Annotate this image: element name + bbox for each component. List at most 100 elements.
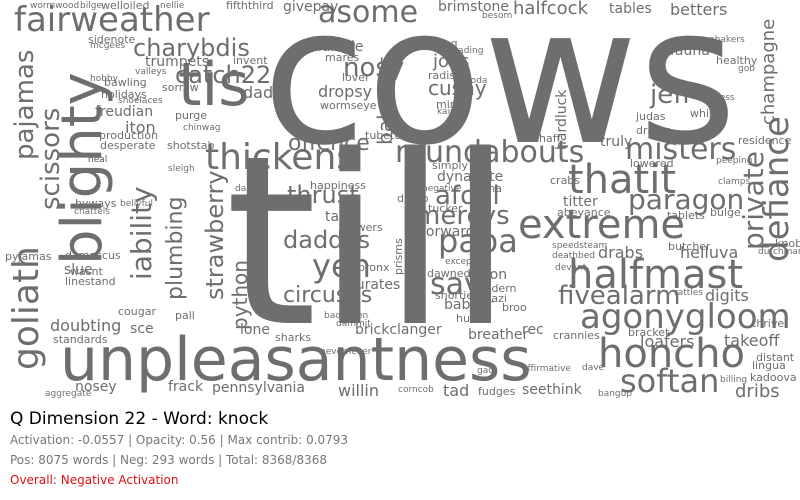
cloud-word: hobby	[90, 74, 118, 84]
cloud-word: speedsteam	[552, 241, 608, 251]
cloud-word: mares	[325, 51, 360, 64]
cloud-word: truly	[600, 134, 633, 150]
cloud-word: bulge	[710, 206, 741, 219]
cloud-word: happiness	[310, 179, 366, 192]
cloud-word: dutchman	[758, 247, 800, 257]
cloud-word: khazi	[478, 292, 507, 305]
cloud-word: shotstab	[167, 139, 215, 152]
cloud-word: till	[225, 106, 514, 379]
cloud-word: tad	[443, 381, 470, 400]
cloud-word: shoelaces	[118, 96, 163, 106]
cloud-word: besom	[482, 11, 513, 21]
cloud-word: aggregate	[45, 389, 92, 399]
cloud-word: minerva	[240, 192, 286, 205]
cloud-word: brickclanger	[355, 322, 442, 338]
cloud-word: excepted	[445, 257, 487, 267]
cloud-word: lover	[342, 71, 370, 84]
cloud-word: heal	[88, 155, 108, 165]
cloud-word: butcher	[668, 240, 711, 253]
cloud-word: python	[228, 260, 252, 330]
cloud-word: damp	[397, 192, 429, 205]
cloud-word: bracket	[628, 326, 670, 339]
cloud-word: circuses	[283, 283, 373, 308]
cloud-word: fairweather	[14, 0, 210, 40]
cloud-word: sidenote	[88, 33, 136, 46]
cloud-word: catch22	[175, 61, 272, 89]
cloud-word: thrust	[287, 181, 359, 209]
cloud-word: distant	[756, 351, 795, 364]
cloud-word: breather	[468, 327, 529, 343]
cloud-word: halfcock	[513, 0, 589, 19]
cloud-word: sorrow	[162, 81, 199, 94]
cloud-word: dawned	[427, 267, 471, 280]
cloud-word: dynamite	[437, 169, 504, 185]
cloud-word: champagne	[758, 18, 779, 125]
cloud-word: judas	[636, 110, 666, 123]
overall-activation: Overall: Negative Activation	[10, 473, 179, 487]
cloud-word: kadoova	[750, 371, 797, 384]
cloud-word: production	[99, 129, 159, 142]
info-panel: Q Dimension 22 - Word: knock Activation:…	[10, 408, 790, 490]
cloud-word: rattles	[674, 288, 703, 298]
cloud-word: daddys	[283, 226, 371, 254]
cloud-word: drabs	[598, 243, 644, 262]
cloud-word: knob	[775, 237, 800, 250]
cloud-word: bronx	[358, 261, 390, 274]
cloud-word: residence	[738, 134, 792, 147]
word-cloud: cows till unpleasantness blighty fairweather…	[5, 0, 800, 401]
cloud-word: fivealarm	[558, 281, 681, 311]
cloud-word: paragon	[628, 183, 745, 216]
cloud-word: holidays	[101, 88, 147, 101]
cloud-word: nosey	[75, 379, 117, 395]
cloud-word: freudian	[95, 104, 154, 120]
cloud-word: pennsylvania	[212, 380, 305, 396]
cloud-word: roundabouts	[395, 135, 585, 170]
cloud-word: broo	[502, 301, 527, 314]
cloud-word: union	[468, 267, 508, 283]
cloud-word: pyjamas	[5, 250, 52, 263]
cloud-word: agonygloom	[580, 297, 791, 337]
cloud-word: linestand	[65, 275, 116, 288]
cloud-word: sharks	[275, 331, 312, 344]
cloud-word: seethink	[522, 382, 582, 398]
cloud-word: honcho	[598, 331, 745, 377]
cloud-word: shorties	[435, 289, 479, 302]
cloud-word: purge	[175, 109, 208, 122]
cloud-word: welloiled	[101, 0, 150, 12]
cloud-word: byways	[75, 197, 117, 210]
cloud-word: rec	[522, 322, 544, 338]
cloud-word: fudges	[478, 385, 516, 398]
cloud-word: prisms	[392, 238, 405, 275]
cloud-word: cows	[262, 0, 738, 187]
cloud-word: titter	[563, 194, 598, 210]
cloud-word: takeoff	[724, 331, 780, 350]
cloud-word: extreme	[518, 202, 686, 248]
cloud-word: tubetubes	[365, 129, 421, 142]
word-counts: Pos: 8075 words | Neg: 293 words | Total…	[10, 453, 328, 467]
cloud-word: dave	[582, 363, 605, 373]
cloud-word: drama	[636, 124, 672, 137]
cloud-word: nellie	[160, 1, 185, 11]
cloud-word: halfmast	[568, 252, 744, 298]
cloud-word: clamps	[718, 177, 751, 187]
cloud-word: lone	[240, 322, 270, 338]
cloud-word: digits	[705, 286, 749, 305]
cloud-word: wasnt	[70, 265, 103, 278]
cloud-word: simply	[432, 159, 469, 172]
cloud-word: abeyance	[557, 206, 611, 219]
cloud-word: charybdis	[133, 34, 250, 62]
cloud-word: softan	[620, 362, 720, 400]
cloud-word: kaiser	[437, 107, 464, 117]
cloud-word: shakers	[710, 35, 745, 45]
cloud-word: modern	[474, 282, 517, 295]
cloud-word: slue	[64, 262, 93, 278]
cloud-word: forwards	[421, 224, 482, 240]
cloud-word: standards	[53, 333, 108, 346]
cloud-word: betters	[670, 0, 728, 19]
cloud-word: thickens	[205, 137, 356, 178]
cloud-word: fifththird	[226, 0, 274, 12]
cloud-word: lingua	[752, 359, 786, 372]
cloud-word: devant	[555, 263, 587, 273]
cloud-word: lowered	[630, 157, 674, 170]
cloud-word: scissors	[36, 107, 66, 210]
